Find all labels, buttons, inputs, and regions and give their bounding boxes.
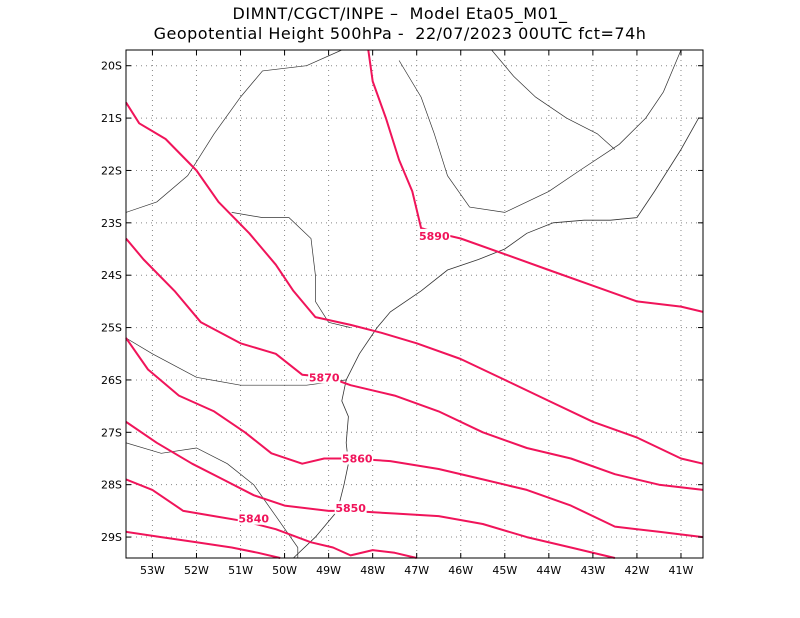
contour-label-bg bbox=[341, 451, 374, 465]
lat-tick-label: 25S bbox=[101, 322, 122, 335]
lat-tick-label: 24S bbox=[101, 269, 122, 282]
lat-tick-label: 21S bbox=[101, 112, 122, 125]
state-borders bbox=[125, 49, 682, 558]
lon-tick-label: 46W bbox=[448, 564, 473, 577]
lat-tick-label: 28S bbox=[101, 479, 122, 492]
state-border-line bbox=[491, 49, 616, 150]
lon-tick-label: 52W bbox=[184, 564, 209, 577]
contour-label-5860: 5860 bbox=[342, 452, 373, 465]
state-border-line bbox=[125, 337, 347, 386]
lon-tick-label: 53W bbox=[140, 564, 165, 577]
lon-tick-label: 41W bbox=[669, 564, 694, 577]
lon-tick-label: 51W bbox=[228, 564, 253, 577]
contour-labels: 5890 5870 5860 5850 5840 bbox=[237, 228, 451, 526]
lon-tick-label: 50W bbox=[272, 564, 297, 577]
contour-label-bg bbox=[334, 501, 367, 515]
lon-tick-label: 42W bbox=[624, 564, 649, 577]
lat-tick-label: 23S bbox=[101, 217, 122, 230]
state-border-line bbox=[398, 49, 682, 213]
coastline-north bbox=[345, 117, 699, 381]
contour-label-bg bbox=[237, 511, 270, 525]
contour-5840 bbox=[125, 478, 417, 559]
lon-tick-label: 47W bbox=[404, 564, 429, 577]
contour-label-5890: 5890 bbox=[419, 230, 450, 243]
map-frame bbox=[125, 49, 704, 559]
lat-tick-label: 29S bbox=[101, 531, 122, 544]
contour-label-bg bbox=[418, 228, 451, 242]
lon-tick-label: 45W bbox=[492, 564, 517, 577]
contour-5850 bbox=[125, 420, 616, 559]
contour-5860 bbox=[125, 337, 704, 539]
state-border-line bbox=[125, 49, 342, 213]
lat-tick-label: 20S bbox=[101, 60, 122, 73]
contour-label-5850: 5850 bbox=[335, 502, 366, 515]
grid-lines bbox=[126, 50, 703, 558]
lat-tick-label: 22S bbox=[101, 164, 122, 177]
lon-tick-label: 43W bbox=[580, 564, 605, 577]
longitude-ticks: 53W 52W 51W 50W 49W 48W 47W 46W 45W 44W 43W 42W 41W bbox=[140, 50, 694, 577]
coastline-south bbox=[293, 379, 349, 559]
title-line-1: DIMNT/CGCT/INPE – Model Eta05_M01_ bbox=[232, 4, 568, 23]
contour-lines bbox=[125, 49, 704, 559]
lon-tick-label: 48W bbox=[360, 564, 385, 577]
lat-tick-label: 27S bbox=[101, 426, 122, 439]
contour-5880 bbox=[125, 101, 704, 465]
contour-5830 bbox=[125, 530, 281, 559]
latitude-ticks: 20S 21S 22S 23S 24S 25S 26S 27S 28S 29S bbox=[101, 60, 703, 544]
title-line-2: Geopotential Height 500hPa - 22/07/2023 … bbox=[153, 24, 647, 43]
contour-5870 bbox=[125, 237, 704, 491]
lat-tick-label: 26S bbox=[101, 374, 122, 387]
lon-tick-label: 49W bbox=[316, 564, 341, 577]
contour-label-5870: 5870 bbox=[309, 371, 340, 384]
contour-label-bg bbox=[308, 370, 341, 384]
state-border-line bbox=[231, 212, 351, 328]
contour-label-5840: 5840 bbox=[238, 513, 269, 526]
coastline bbox=[293, 117, 699, 559]
lon-tick-label: 44W bbox=[536, 564, 561, 577]
state-border-line bbox=[125, 442, 299, 558]
contour-5890 bbox=[367, 49, 704, 313]
